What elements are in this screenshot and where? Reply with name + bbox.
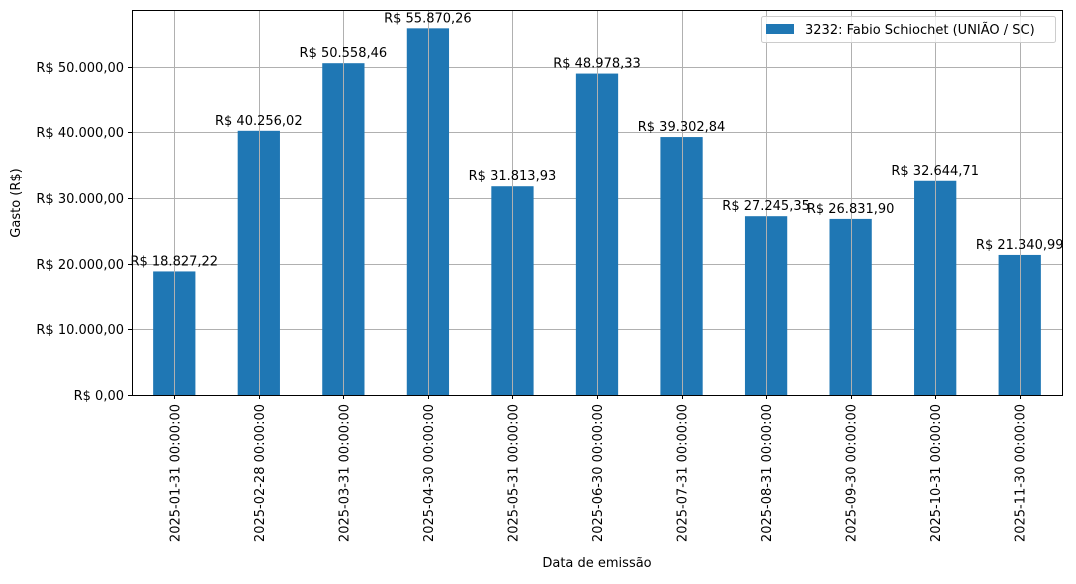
legend-label: 3232: Fabio Schiochet (UNIÃO / SC) xyxy=(805,22,1035,38)
y-tick-label: R$ 20.000,00 xyxy=(36,258,124,273)
y-axis-label: Gasto (R$) xyxy=(9,168,24,237)
x-axis-ticks: 2025-01-31 00:00:00 2025-02-28 00:00:00 20… xyxy=(168,395,1029,542)
x-tick-label: 2025-11-30 00:00:00 xyxy=(1014,404,1029,542)
data-label: R$ 27.245,35 xyxy=(722,199,810,214)
bar xyxy=(829,218,872,395)
x-tick-label: 2025-09-30 00:00:00 xyxy=(845,404,860,542)
y-axis-ticks: R$ 0,00 R$ 10.000,00 R$ 20.000,00 R$ 30.000… xyxy=(36,61,132,404)
x-axis-label: Data de emissão xyxy=(542,556,651,571)
x-tick-label: 2025-06-30 00:00:00 xyxy=(591,404,606,542)
vertical-grid-lines xyxy=(174,10,1021,395)
bar xyxy=(660,137,703,395)
y-tick-label: R$ 50.000,00 xyxy=(36,61,124,76)
y-tick-label: R$ 30.000,00 xyxy=(36,192,124,207)
x-tick-label: 2025-08-31 00:00:00 xyxy=(760,404,775,542)
data-label: R$ 39.302,84 xyxy=(638,120,726,135)
x-tick-label: 2025-10-31 00:00:00 xyxy=(929,404,944,542)
legend: 3232: Fabio Schiochet (UNIÃO / SC) xyxy=(761,16,1056,43)
legend-frame xyxy=(761,16,1056,43)
x-tick-label: 2025-05-31 00:00:00 xyxy=(506,404,521,542)
y-tick-label: R$ 40.000,00 xyxy=(36,126,124,141)
data-label: R$ 50.558,46 xyxy=(300,46,388,61)
bar xyxy=(406,28,450,396)
bar xyxy=(998,254,1041,395)
y-tick-label: R$ 10.000,00 xyxy=(36,323,124,338)
x-tick-label: 2025-07-31 00:00:00 xyxy=(676,404,691,542)
data-labels: R$ 18.827,22 R$ 40.256,02 R$ 50.558,46 R$ 5… xyxy=(130,11,1063,269)
y-tick-label: R$ 0,00 xyxy=(74,389,124,404)
data-label: R$ 55.870,26 xyxy=(384,11,472,26)
data-label: R$ 48.978,33 xyxy=(553,57,641,72)
data-label: R$ 18.827,22 xyxy=(130,254,218,269)
legend-swatch xyxy=(766,24,794,34)
data-label: R$ 32.644,71 xyxy=(891,164,979,179)
x-tick-label: 2025-01-31 00:00:00 xyxy=(168,404,183,542)
x-tick-label: 2025-02-28 00:00:00 xyxy=(253,404,268,542)
data-label: R$ 21.340,99 xyxy=(976,238,1064,253)
data-label: R$ 26.831,90 xyxy=(807,202,895,217)
x-tick-label: 2025-03-31 00:00:00 xyxy=(337,404,352,542)
data-label: R$ 40.256,02 xyxy=(215,114,303,129)
bar xyxy=(237,130,280,395)
data-label: R$ 31.813,93 xyxy=(469,169,557,184)
x-tick-label: 2025-04-30 00:00:00 xyxy=(422,404,437,542)
